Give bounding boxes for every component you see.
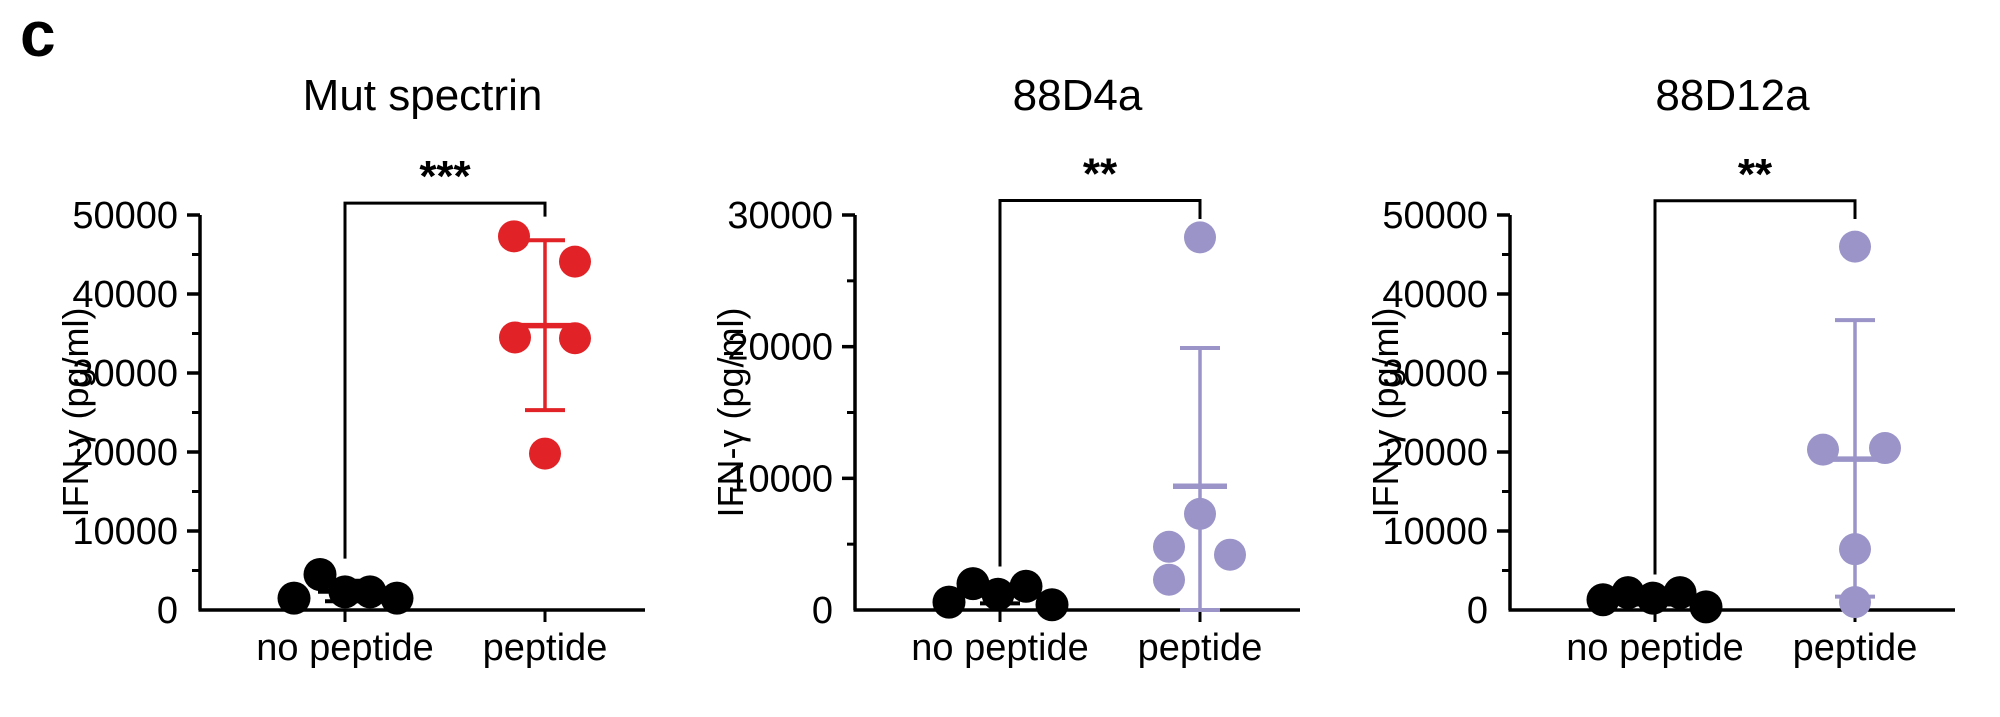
y-tick-label: 0 (1467, 590, 1488, 632)
category-label-peptide: peptide (1793, 627, 1918, 669)
y-tick-label: 30000 (72, 353, 178, 395)
data-point (328, 575, 362, 609)
significance-stars: *** (419, 152, 471, 201)
category-label-no-peptide: no peptide (256, 627, 434, 669)
data-point (1636, 581, 1670, 615)
y-tick-label: 20000 (72, 432, 178, 474)
chart-title: 88D12a (1655, 71, 1810, 120)
significance-bracket (343, 201, 547, 559)
data-point (1689, 590, 1723, 624)
data-point (1807, 433, 1839, 466)
chart-88d12a: 88D12a 0 10000 20000 30000 40000 50000 IFN-γ (p… (1365, 71, 1955, 669)
y-tick-label: 10000 (72, 511, 178, 553)
group-peptide (1807, 230, 1901, 619)
y-tick-label: 10000 (1382, 511, 1488, 553)
data-point (1663, 576, 1697, 610)
y-tick-label: 20000 (1382, 432, 1488, 474)
data-point (277, 581, 311, 615)
y-axis-title: IFN-γ (pg/ml) (710, 308, 751, 518)
category-label-peptide: peptide (1138, 627, 1263, 669)
y-axis-title: IFN-γ (pg/ml) (1365, 308, 1406, 518)
group-peptide (1153, 221, 1246, 612)
data-point (1586, 583, 1620, 617)
data-point (1214, 538, 1246, 571)
data-point (1839, 533, 1871, 566)
data-point (1839, 230, 1871, 263)
data-point (498, 220, 530, 253)
group-no-peptide (277, 557, 414, 615)
data-point (499, 321, 531, 354)
y-tick-label: 10000 (727, 458, 833, 500)
significance-stars: ** (1738, 150, 1773, 199)
y-tick-label: 40000 (1382, 274, 1488, 316)
data-point (559, 245, 591, 278)
chart-mut-spectrin: Mut spectrin 0 10000 20000 30000 40000 50000 IF… (55, 71, 645, 669)
y-tick-label: 30000 (727, 195, 833, 237)
data-point (1009, 569, 1043, 603)
data-point (932, 585, 966, 619)
category-label-peptide: peptide (483, 627, 608, 669)
data-point (1153, 530, 1185, 563)
y-tick-label: 20000 (727, 327, 833, 369)
data-point (529, 437, 561, 470)
significance-stars: ** (1083, 150, 1118, 199)
data-point (1184, 221, 1216, 254)
data-point (1839, 586, 1871, 619)
y-tick-label: 30000 (1382, 353, 1488, 395)
data-point (1869, 432, 1901, 465)
data-point (303, 557, 337, 591)
chart-title: Mut spectrin (303, 71, 543, 120)
data-point (1153, 563, 1185, 596)
y-tick-label: 0 (812, 590, 833, 632)
charts-row: Mut spectrin 0 10000 20000 30000 40000 50000 IF… (0, 10, 2000, 710)
y-axis-title: IFN-γ (pg/ml) (55, 308, 96, 518)
group-no-peptide (932, 567, 1069, 622)
y-tick-label: 40000 (72, 274, 178, 316)
data-point (380, 581, 414, 615)
panel-letter: c (20, 0, 56, 70)
y-tick-label: 50000 (1382, 195, 1488, 237)
category-label-no-peptide: no peptide (1566, 627, 1744, 669)
significance-bracket (1653, 199, 1857, 575)
category-label-no-peptide: no peptide (911, 627, 1089, 669)
chart-title: 88D4a (1013, 71, 1143, 120)
y-tick-label: 0 (157, 590, 178, 632)
data-point (353, 575, 387, 609)
data-point (956, 567, 990, 601)
y-tick-label: 50000 (72, 195, 178, 237)
data-point (1035, 588, 1069, 622)
chart-88d4a: 88D4a 0 10000 20000 30000 IFN-γ (pg/ml) no pep… (710, 71, 1300, 669)
data-point (1184, 497, 1216, 530)
group-no-peptide (1586, 576, 1723, 624)
significance-bracket (998, 199, 1202, 567)
data-point (1611, 576, 1645, 610)
data-point (981, 577, 1015, 611)
data-point (559, 322, 591, 355)
group-peptide (498, 220, 591, 470)
